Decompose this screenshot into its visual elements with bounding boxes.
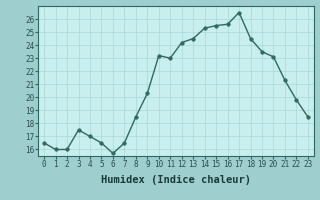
X-axis label: Humidex (Indice chaleur): Humidex (Indice chaleur) xyxy=(101,175,251,185)
